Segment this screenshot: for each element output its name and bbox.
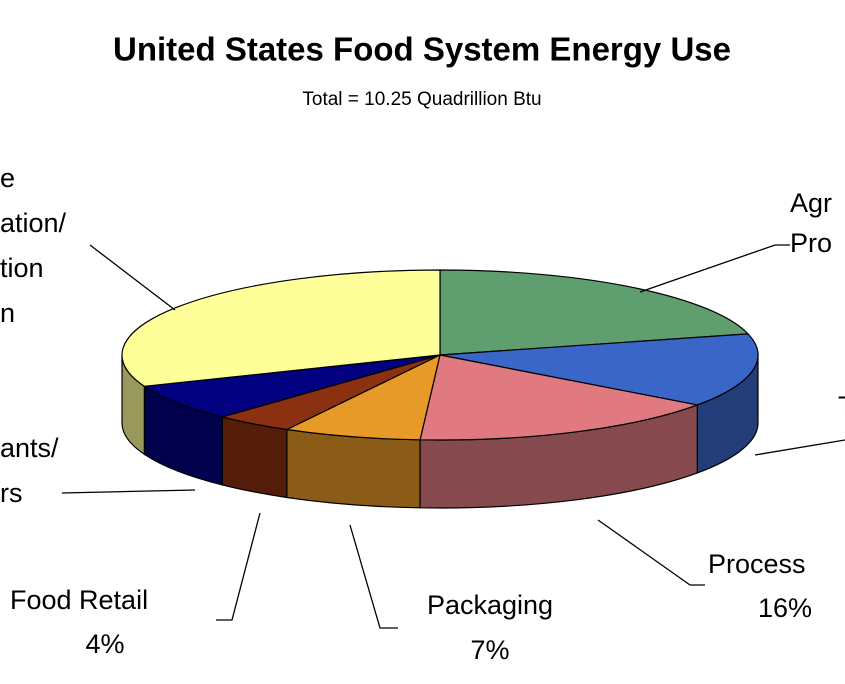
slice-label: ation/ bbox=[0, 208, 67, 238]
slice-label: e bbox=[0, 163, 15, 193]
slice-label: rs bbox=[0, 478, 23, 508]
leader-line bbox=[639, 244, 790, 293]
slice-label: Food Retail bbox=[10, 585, 148, 615]
leader-line bbox=[597, 519, 705, 586]
leader-line bbox=[754, 439, 845, 456]
slice-label: T bbox=[838, 391, 845, 421]
pie-slice bbox=[439, 269, 750, 356]
value-label: 16% bbox=[758, 593, 812, 623]
leader-line bbox=[89, 244, 176, 311]
value-label: 4% bbox=[85, 629, 124, 659]
slice-label: Pro bbox=[790, 228, 832, 258]
pie-slice bbox=[439, 333, 759, 406]
leader-line bbox=[61, 489, 196, 494]
slice-label: ants/ bbox=[0, 433, 59, 463]
slice-label: Process bbox=[708, 549, 806, 579]
value-label: 7% bbox=[470, 635, 509, 665]
pie-slice bbox=[142, 354, 441, 418]
pie-slice bbox=[121, 269, 441, 387]
slice-label: n bbox=[0, 298, 15, 328]
chart-title: United States Food System Energy Use bbox=[113, 31, 731, 68]
slice-label: Packaging bbox=[427, 590, 553, 620]
leader-line bbox=[216, 512, 261, 621]
slice-label: tion bbox=[0, 253, 44, 283]
pie-side bbox=[286, 428, 421, 509]
pie-slice bbox=[284, 353, 441, 441]
pie-slice bbox=[419, 354, 700, 441]
pie-side bbox=[221, 416, 288, 499]
chart-subtitle: Total = 10.25 Quadrillion Btu bbox=[302, 89, 541, 110]
leader-line bbox=[349, 524, 398, 629]
slice-label: Agr bbox=[790, 188, 832, 218]
